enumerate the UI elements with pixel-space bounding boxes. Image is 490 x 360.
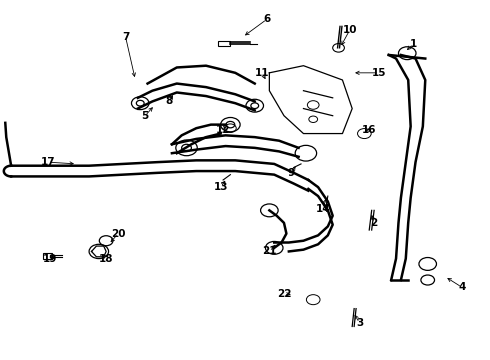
Text: 11: 11 — [255, 68, 270, 78]
Text: 9: 9 — [288, 168, 295, 178]
Text: 5: 5 — [142, 111, 149, 121]
Text: 20: 20 — [111, 229, 125, 239]
Text: 13: 13 — [213, 182, 228, 192]
Text: 4: 4 — [458, 282, 466, 292]
Text: 16: 16 — [362, 125, 376, 135]
Text: 22: 22 — [277, 289, 291, 299]
Text: 8: 8 — [166, 96, 173, 107]
Text: 17: 17 — [40, 157, 55, 167]
Text: 10: 10 — [343, 25, 357, 35]
Text: 12: 12 — [216, 125, 230, 135]
Text: 6: 6 — [263, 14, 270, 24]
Text: 15: 15 — [372, 68, 386, 78]
Text: 3: 3 — [356, 318, 363, 328]
Text: 7: 7 — [122, 32, 129, 42]
Text: 21: 21 — [262, 247, 277, 256]
Text: 1: 1 — [410, 39, 416, 49]
Text: 14: 14 — [316, 203, 330, 213]
Bar — [43, 253, 51, 258]
Text: 19: 19 — [43, 253, 57, 264]
Text: 2: 2 — [370, 218, 378, 228]
Bar — [218, 41, 230, 46]
Text: 18: 18 — [99, 253, 113, 264]
